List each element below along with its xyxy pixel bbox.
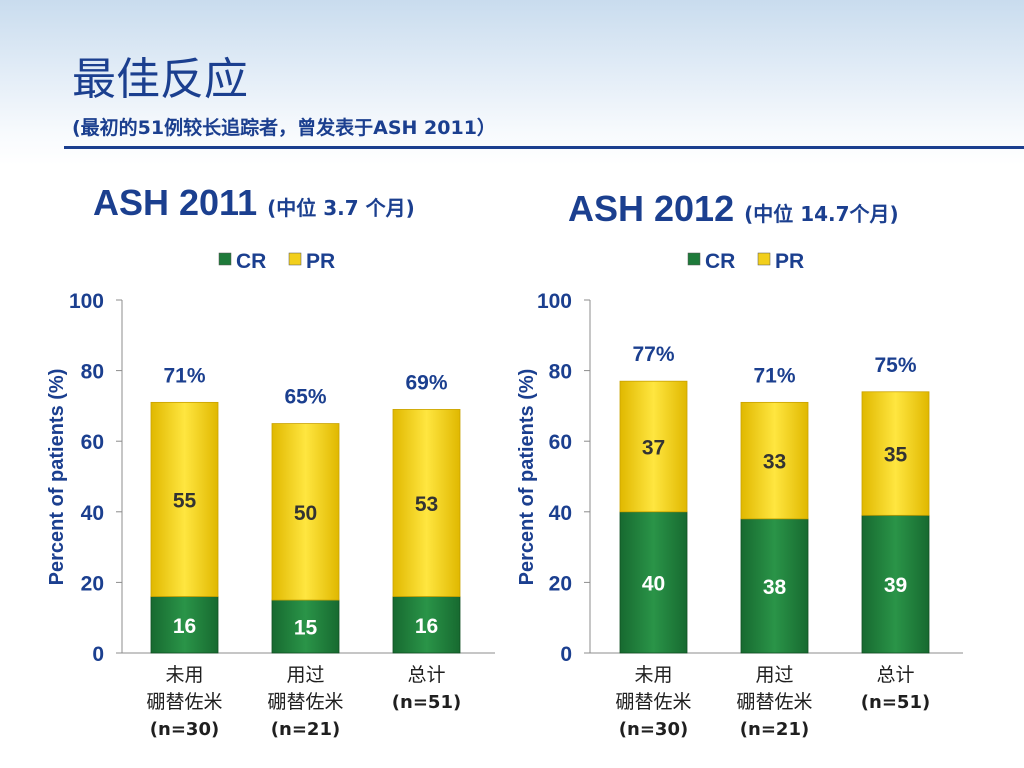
y-tick-label: 80 xyxy=(549,361,572,384)
page-subtitle: (最初的51例较长追踪者，曾发表于ASH 2011） xyxy=(72,117,496,139)
y-tick-label: 20 xyxy=(549,572,572,595)
chart-title-main: ASH 2012 xyxy=(568,188,734,229)
bar-value-pr: 55 xyxy=(173,489,197,512)
legend-label-pr: PR xyxy=(306,250,335,273)
bar-cr xyxy=(740,518,809,654)
x-category-label: 总计 xyxy=(407,664,445,686)
bar-value-pr: 50 xyxy=(294,502,317,525)
bar-total-label: 71% xyxy=(163,364,205,387)
bar-pr xyxy=(740,401,809,520)
y-axis-label: Percent of patients (%) xyxy=(516,369,538,586)
x-category-label: 用过 xyxy=(755,664,793,686)
bar-value-cr: 16 xyxy=(173,615,196,638)
bar-total-label: 75% xyxy=(874,354,916,377)
y-axis-label: Percent of patients (%) xyxy=(46,369,68,586)
bar-value-cr: 40 xyxy=(642,572,665,595)
bar-value-pr: 33 xyxy=(763,451,786,474)
chart-title: ASH 2012 (中位 14.7个月) xyxy=(568,188,899,229)
bar-cr xyxy=(619,511,688,654)
legend-swatch-cr xyxy=(218,252,232,266)
y-tick-label: 0 xyxy=(560,643,572,666)
x-category-label: 未用 xyxy=(634,664,672,686)
page-title: 最佳反应 xyxy=(72,54,248,105)
bar-pr xyxy=(619,380,688,513)
y-tick-label: 60 xyxy=(549,431,572,454)
legend-swatch-pr xyxy=(757,252,771,266)
bar-value-pr: 53 xyxy=(415,493,438,516)
bar-cr xyxy=(150,596,219,654)
chart-title: ASH 2011 (中位 3.7 个月) xyxy=(93,182,415,223)
bar-value-cr: 16 xyxy=(415,615,438,638)
x-category-label: 总计 xyxy=(876,664,914,686)
x-category-label: (n=51) xyxy=(392,692,461,713)
y-tick-label: 100 xyxy=(69,290,104,313)
bar-value-pr: 37 xyxy=(642,436,665,459)
y-tick-label: 60 xyxy=(81,431,104,454)
bar-pr xyxy=(150,401,219,597)
chart-1: ASH 2012 (中位 14.7个月) CR PR 0 20 40 60 80 100 Perce… xyxy=(516,188,963,740)
y-tick-label: 80 xyxy=(81,361,104,384)
x-category-label: 硼替佐米 xyxy=(615,691,691,713)
x-category-label: 硼替佐米 xyxy=(267,691,343,713)
bar-pr xyxy=(861,391,930,516)
x-category-label: 硼替佐米 xyxy=(146,691,222,713)
y-tick-label: 40 xyxy=(81,502,104,525)
bar-cr xyxy=(271,599,340,654)
legend-swatch-cr xyxy=(687,252,701,266)
bar-total-label: 71% xyxy=(753,364,795,387)
bar-total-label: 65% xyxy=(284,386,326,409)
y-tick-label: 100 xyxy=(537,290,572,313)
x-category-label: 硼替佐米 xyxy=(736,691,812,713)
y-tick-label: 40 xyxy=(549,502,572,525)
bar-value-pr: 35 xyxy=(884,444,908,467)
header-band xyxy=(0,0,1024,165)
bar-total-label: 77% xyxy=(632,343,674,366)
bar-value-cr: 15 xyxy=(294,617,318,640)
y-tick-label: 20 xyxy=(81,572,104,595)
chart-0: ASH 2011 (中位 3.7 个月) CR PR 0 20 40 60 80 100 Perce… xyxy=(46,182,495,740)
chart-title-sub: (中位 3.7 个月) xyxy=(267,196,415,220)
x-category-label: (n=21) xyxy=(740,719,809,740)
x-category-label: (n=51) xyxy=(861,692,930,713)
x-category-label: (n=30) xyxy=(150,719,219,740)
bar-value-cr: 38 xyxy=(763,576,787,599)
x-category-label: (n=30) xyxy=(619,719,688,740)
chart-title-sub: (中位 14.7个月) xyxy=(744,202,899,226)
chart-title-main: ASH 2011 xyxy=(93,182,257,223)
bar-value-cr: 39 xyxy=(884,574,907,597)
header-divider xyxy=(64,146,1024,149)
x-category-label: 用过 xyxy=(286,664,324,686)
bar-total-label: 69% xyxy=(405,371,447,394)
legend-label-cr: CR xyxy=(705,250,735,273)
bar-cr xyxy=(392,596,461,654)
legend-label-pr: PR xyxy=(775,250,804,273)
x-category-label: (n=21) xyxy=(271,719,340,740)
legend-label-cr: CR xyxy=(236,250,266,273)
bar-pr xyxy=(271,423,340,601)
bar-pr xyxy=(392,409,461,597)
legend-swatch-pr xyxy=(288,252,302,266)
y-tick-label: 0 xyxy=(92,643,104,666)
x-category-label: 未用 xyxy=(165,664,203,686)
